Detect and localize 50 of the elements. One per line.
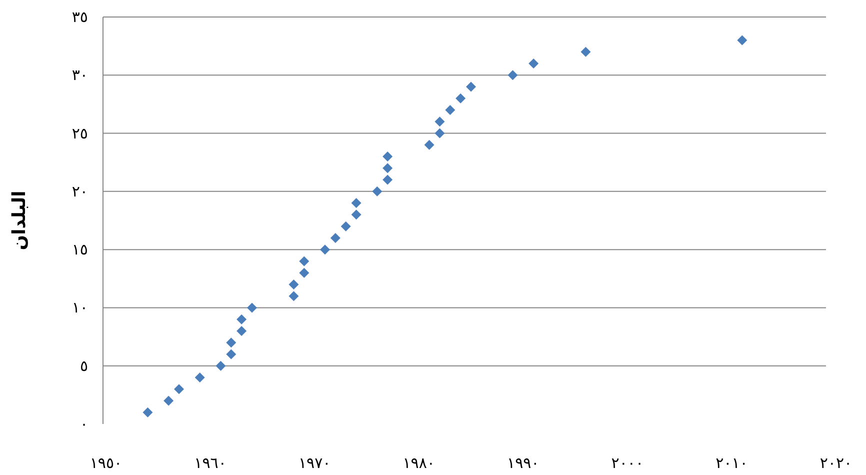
x-tick-label: ١٩٥٠	[90, 454, 122, 472]
point	[226, 349, 236, 360]
point	[382, 163, 393, 174]
point	[737, 35, 748, 46]
y-tick-label: ١٠	[72, 298, 88, 317]
point	[456, 93, 466, 104]
point	[434, 116, 445, 127]
point	[580, 46, 591, 57]
y-tick-label: ١٥	[72, 240, 88, 259]
point	[528, 58, 539, 69]
point	[445, 105, 456, 116]
point	[216, 360, 226, 371]
point	[351, 210, 362, 220]
point	[236, 326, 247, 336]
x-tick-label: ١٩٧٠	[298, 454, 331, 472]
point	[288, 291, 299, 302]
x-tick-label: ١٩٨٠	[402, 454, 435, 472]
point	[351, 198, 362, 208]
point	[508, 70, 518, 80]
x-tick-label: ٢٠٢٠	[820, 454, 852, 472]
x-tick-label: ٢٠١٠	[716, 454, 748, 472]
point	[299, 256, 310, 266]
point	[226, 338, 236, 348]
y-tick-label: ٣٠	[72, 66, 88, 84]
y-tick-label: ٢٠	[72, 182, 88, 200]
y-tick-label: ٢٥	[72, 124, 88, 142]
point	[236, 314, 247, 324]
point	[466, 82, 476, 92]
x-tick-label: ٢٠٠٠	[611, 454, 644, 472]
point	[194, 372, 205, 382]
point	[382, 174, 393, 185]
point	[340, 221, 351, 232]
point	[142, 407, 153, 418]
x-tick-label: ١٩٦٠	[194, 454, 226, 472]
point	[372, 186, 382, 196]
point	[330, 232, 340, 243]
y-axis-title: البلدان	[9, 190, 30, 250]
point	[320, 244, 330, 255]
y-tick-label: ٥	[80, 356, 88, 375]
point	[299, 268, 310, 278]
point	[382, 152, 393, 162]
point	[174, 384, 184, 394]
y-tick-label: ٣٥	[72, 8, 88, 26]
point	[288, 279, 299, 290]
y-tick-label: ٠	[80, 415, 88, 433]
point	[247, 302, 257, 313]
x-tick-label: ١٩٩٠	[507, 454, 540, 472]
point	[164, 396, 174, 406]
point	[424, 140, 434, 150]
point	[434, 128, 445, 138]
